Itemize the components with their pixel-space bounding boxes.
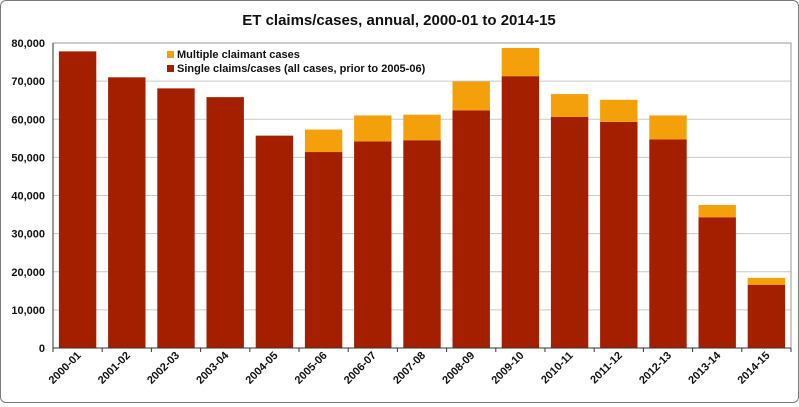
legend-label-multiple: Multiple claimant cases	[177, 49, 300, 61]
x-tick-label: 2008-09	[440, 350, 477, 387]
x-tick-label: 2010-11	[539, 350, 576, 387]
bar-single-2011-12	[600, 121, 638, 348]
y-axis: 0 10,000 20,000 30,000 40,000 50,000 60,000 70,…	[11, 38, 54, 355]
bar-multiple-2011-12	[600, 99, 638, 122]
x-tick-label: 2004-05	[243, 350, 280, 387]
bar-multiple-2010-11	[550, 94, 589, 117]
x-tick-label: 2014-15	[735, 350, 772, 387]
bar-single-2004-05	[255, 135, 294, 348]
y-tick-label: 40,000	[11, 191, 45, 203]
bar-single-2012-13	[649, 139, 687, 348]
bar-single-2013-14	[698, 217, 736, 348]
bar-multiple-2005-06	[304, 129, 343, 153]
x-tick-label: 2011-12	[588, 350, 625, 387]
legend-swatch-multiple	[167, 51, 174, 58]
bar-single-2003-04	[206, 97, 244, 348]
x-tick-label: 2007-08	[391, 350, 428, 387]
bar-single-2010-11	[550, 116, 589, 349]
x-tick-label: 2012-13	[637, 350, 674, 387]
bar-multiple-2007-08	[403, 114, 441, 141]
x-tick-label: 2000-01	[47, 350, 84, 387]
bar-single-2009-10	[501, 76, 540, 348]
bar-single-2002-03	[157, 88, 195, 349]
bar-multiple-2013-14	[698, 205, 736, 218]
bar-multiple-2012-13	[649, 115, 687, 140]
x-axis: 2000-01 2001-02 2002-03 2003-04 2004-05 2005-…	[47, 347, 792, 387]
y-tick-label: 20,000	[11, 267, 45, 279]
y-tick-label: 30,000	[11, 229, 45, 241]
y-tick-label: 60,000	[11, 114, 45, 126]
x-tick-label: 2001-02	[96, 350, 133, 387]
y-tick-label: 80,000	[11, 38, 45, 50]
y-tick-label: 70,000	[11, 76, 45, 88]
bar-multiple-2008-09	[452, 81, 490, 111]
bar-single-2007-08	[403, 140, 441, 348]
bar-single-2000-01	[58, 51, 97, 348]
x-tick-label: 2006-07	[342, 350, 379, 387]
bar-single-2006-07	[354, 141, 392, 348]
bar-single-2014-15	[747, 284, 786, 348]
bars	[58, 47, 786, 349]
bar-single-2005-06	[304, 152, 343, 348]
y-tick-label: 0	[39, 343, 45, 355]
bar-multiple-2014-15	[747, 277, 786, 285]
legend-swatch-single	[167, 65, 174, 72]
x-tick-label: 2013-14	[686, 349, 724, 387]
bar-single-2008-09	[452, 110, 490, 348]
y-tick-label: 50,000	[11, 152, 45, 164]
bar-multiple-2006-07	[354, 115, 392, 142]
y-tick-label: 10,000	[11, 305, 45, 317]
x-tick-label: 2002-03	[145, 350, 182, 387]
x-tick-label: 2005-06	[293, 350, 330, 387]
x-tick-label: 2003-04	[194, 349, 232, 387]
legend: Multiple claimant cases Single claims/cas…	[167, 49, 426, 75]
chart-title: ET claims/cases, annual, 2000-01 to 2014…	[242, 12, 556, 29]
bar-multiple-2009-10	[501, 47, 540, 77]
legend-label-single: Single claims/cases (all cases, prior to…	[177, 63, 426, 75]
bar-single-2001-02	[108, 77, 146, 348]
x-tick-label: 2009-10	[489, 350, 526, 387]
